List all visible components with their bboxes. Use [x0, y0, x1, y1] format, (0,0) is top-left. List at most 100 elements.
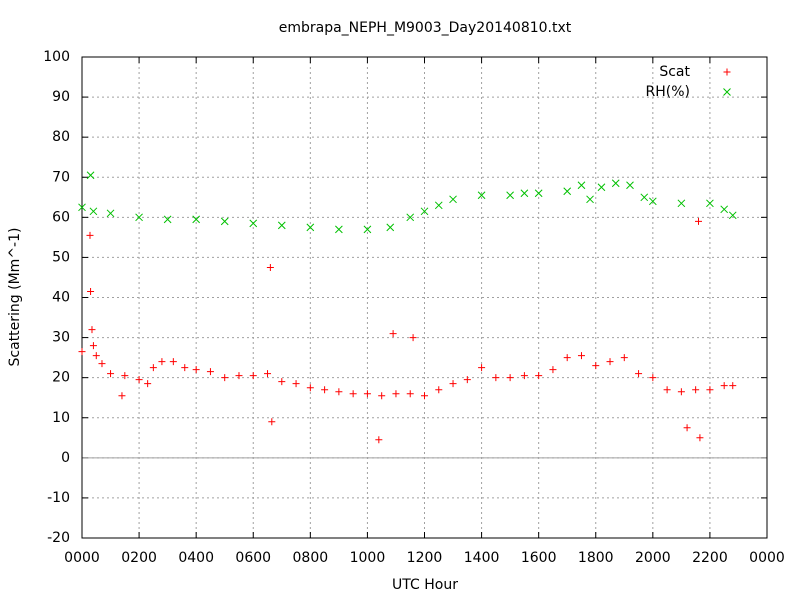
data-point	[335, 225, 343, 234]
data-point	[406, 213, 415, 222]
data-point	[626, 181, 634, 190]
x-tick-label: 0000	[749, 550, 785, 566]
y-tick-label: 60	[52, 209, 70, 225]
y-tick-label: 10	[52, 410, 70, 426]
data-point	[220, 217, 229, 226]
data-point	[520, 372, 528, 380]
data-point	[449, 380, 457, 388]
x-tick-label: 2200	[692, 550, 728, 566]
data-point	[663, 386, 671, 394]
data-point	[107, 370, 115, 378]
data-point	[277, 221, 286, 230]
data-point	[78, 348, 86, 356]
x-tick-label: 1000	[350, 550, 386, 566]
data-point	[478, 364, 486, 372]
data-point	[335, 388, 343, 396]
data-point	[92, 352, 100, 360]
data-point	[192, 366, 200, 374]
data-point	[221, 374, 229, 382]
x-tick-label: 0200	[121, 550, 157, 566]
data-point	[349, 390, 357, 398]
y-axis-label: Scattering (Mm^-1)	[7, 228, 23, 367]
chart-title: embrapa_NEPH_M9003_Day20140810.txt	[279, 20, 572, 36]
data-point	[577, 352, 585, 360]
data-point	[89, 207, 98, 216]
data-point	[549, 366, 557, 374]
data-point	[597, 183, 606, 192]
x-tick-label: 1200	[407, 550, 443, 566]
data-point	[118, 392, 126, 400]
data-point	[535, 372, 543, 380]
data-point	[728, 211, 737, 220]
data-point	[389, 330, 397, 338]
data-point	[421, 392, 428, 400]
data-point	[677, 199, 686, 208]
data-point	[640, 193, 649, 202]
data-point	[144, 380, 152, 388]
y-tick-label: 20	[52, 370, 70, 386]
data-point	[306, 384, 314, 392]
data-point	[706, 386, 714, 394]
data-point	[86, 171, 95, 180]
data-point	[268, 418, 276, 426]
data-point	[611, 179, 620, 188]
data-point	[264, 370, 272, 378]
data-point	[249, 372, 257, 380]
data-point	[720, 382, 728, 390]
data-point	[506, 191, 514, 200]
y-tick-label: 100	[43, 49, 70, 65]
x-tick-label: 0400	[178, 550, 214, 566]
y-tick-label: -10	[47, 490, 70, 506]
data-point	[406, 390, 414, 398]
y-tick-label: -20	[47, 530, 70, 546]
data-point	[292, 380, 300, 388]
data-point	[266, 263, 274, 271]
data-point	[420, 207, 429, 216]
x-tick-label: 2000	[635, 550, 671, 566]
data-point	[158, 358, 166, 366]
data-point	[534, 189, 543, 198]
x-tick-label: 0800	[293, 550, 329, 566]
data-point	[677, 388, 685, 396]
data-point	[363, 390, 371, 398]
x-tick-label: 1800	[578, 550, 614, 566]
data-point	[135, 213, 143, 222]
data-point	[434, 201, 443, 210]
data-point	[729, 382, 737, 390]
data-point	[363, 225, 372, 234]
y-tick-label: 50	[52, 249, 70, 265]
y-tick-label: 70	[52, 169, 70, 185]
data-point	[192, 215, 201, 224]
data-point	[692, 386, 700, 394]
data-point	[235, 372, 243, 380]
y-tick-label: 0	[61, 450, 70, 466]
data-point	[306, 223, 315, 232]
data-point	[375, 436, 383, 444]
data-point	[149, 364, 157, 372]
data-point	[695, 217, 702, 225]
y-tick-label: 90	[52, 89, 70, 105]
data-point	[121, 372, 129, 380]
x-tick-label: 1600	[521, 550, 557, 566]
data-point	[563, 354, 571, 362]
data-point	[648, 197, 657, 206]
x-tick-label: 0600	[235, 550, 271, 566]
data-point	[87, 287, 95, 295]
data-point	[163, 215, 172, 224]
data-point	[89, 342, 97, 350]
data-point	[206, 368, 214, 376]
legend-label: RH(%)	[646, 84, 690, 100]
legend-marker	[723, 68, 731, 76]
data-point	[563, 187, 572, 196]
data-point	[135, 376, 143, 384]
data-point	[169, 358, 177, 366]
data-point	[249, 219, 258, 228]
data-point	[181, 364, 189, 372]
data-point	[683, 424, 691, 432]
y-tick-label: 40	[52, 290, 70, 306]
data-point	[378, 392, 386, 400]
data-point	[649, 374, 657, 382]
data-point	[435, 386, 443, 394]
